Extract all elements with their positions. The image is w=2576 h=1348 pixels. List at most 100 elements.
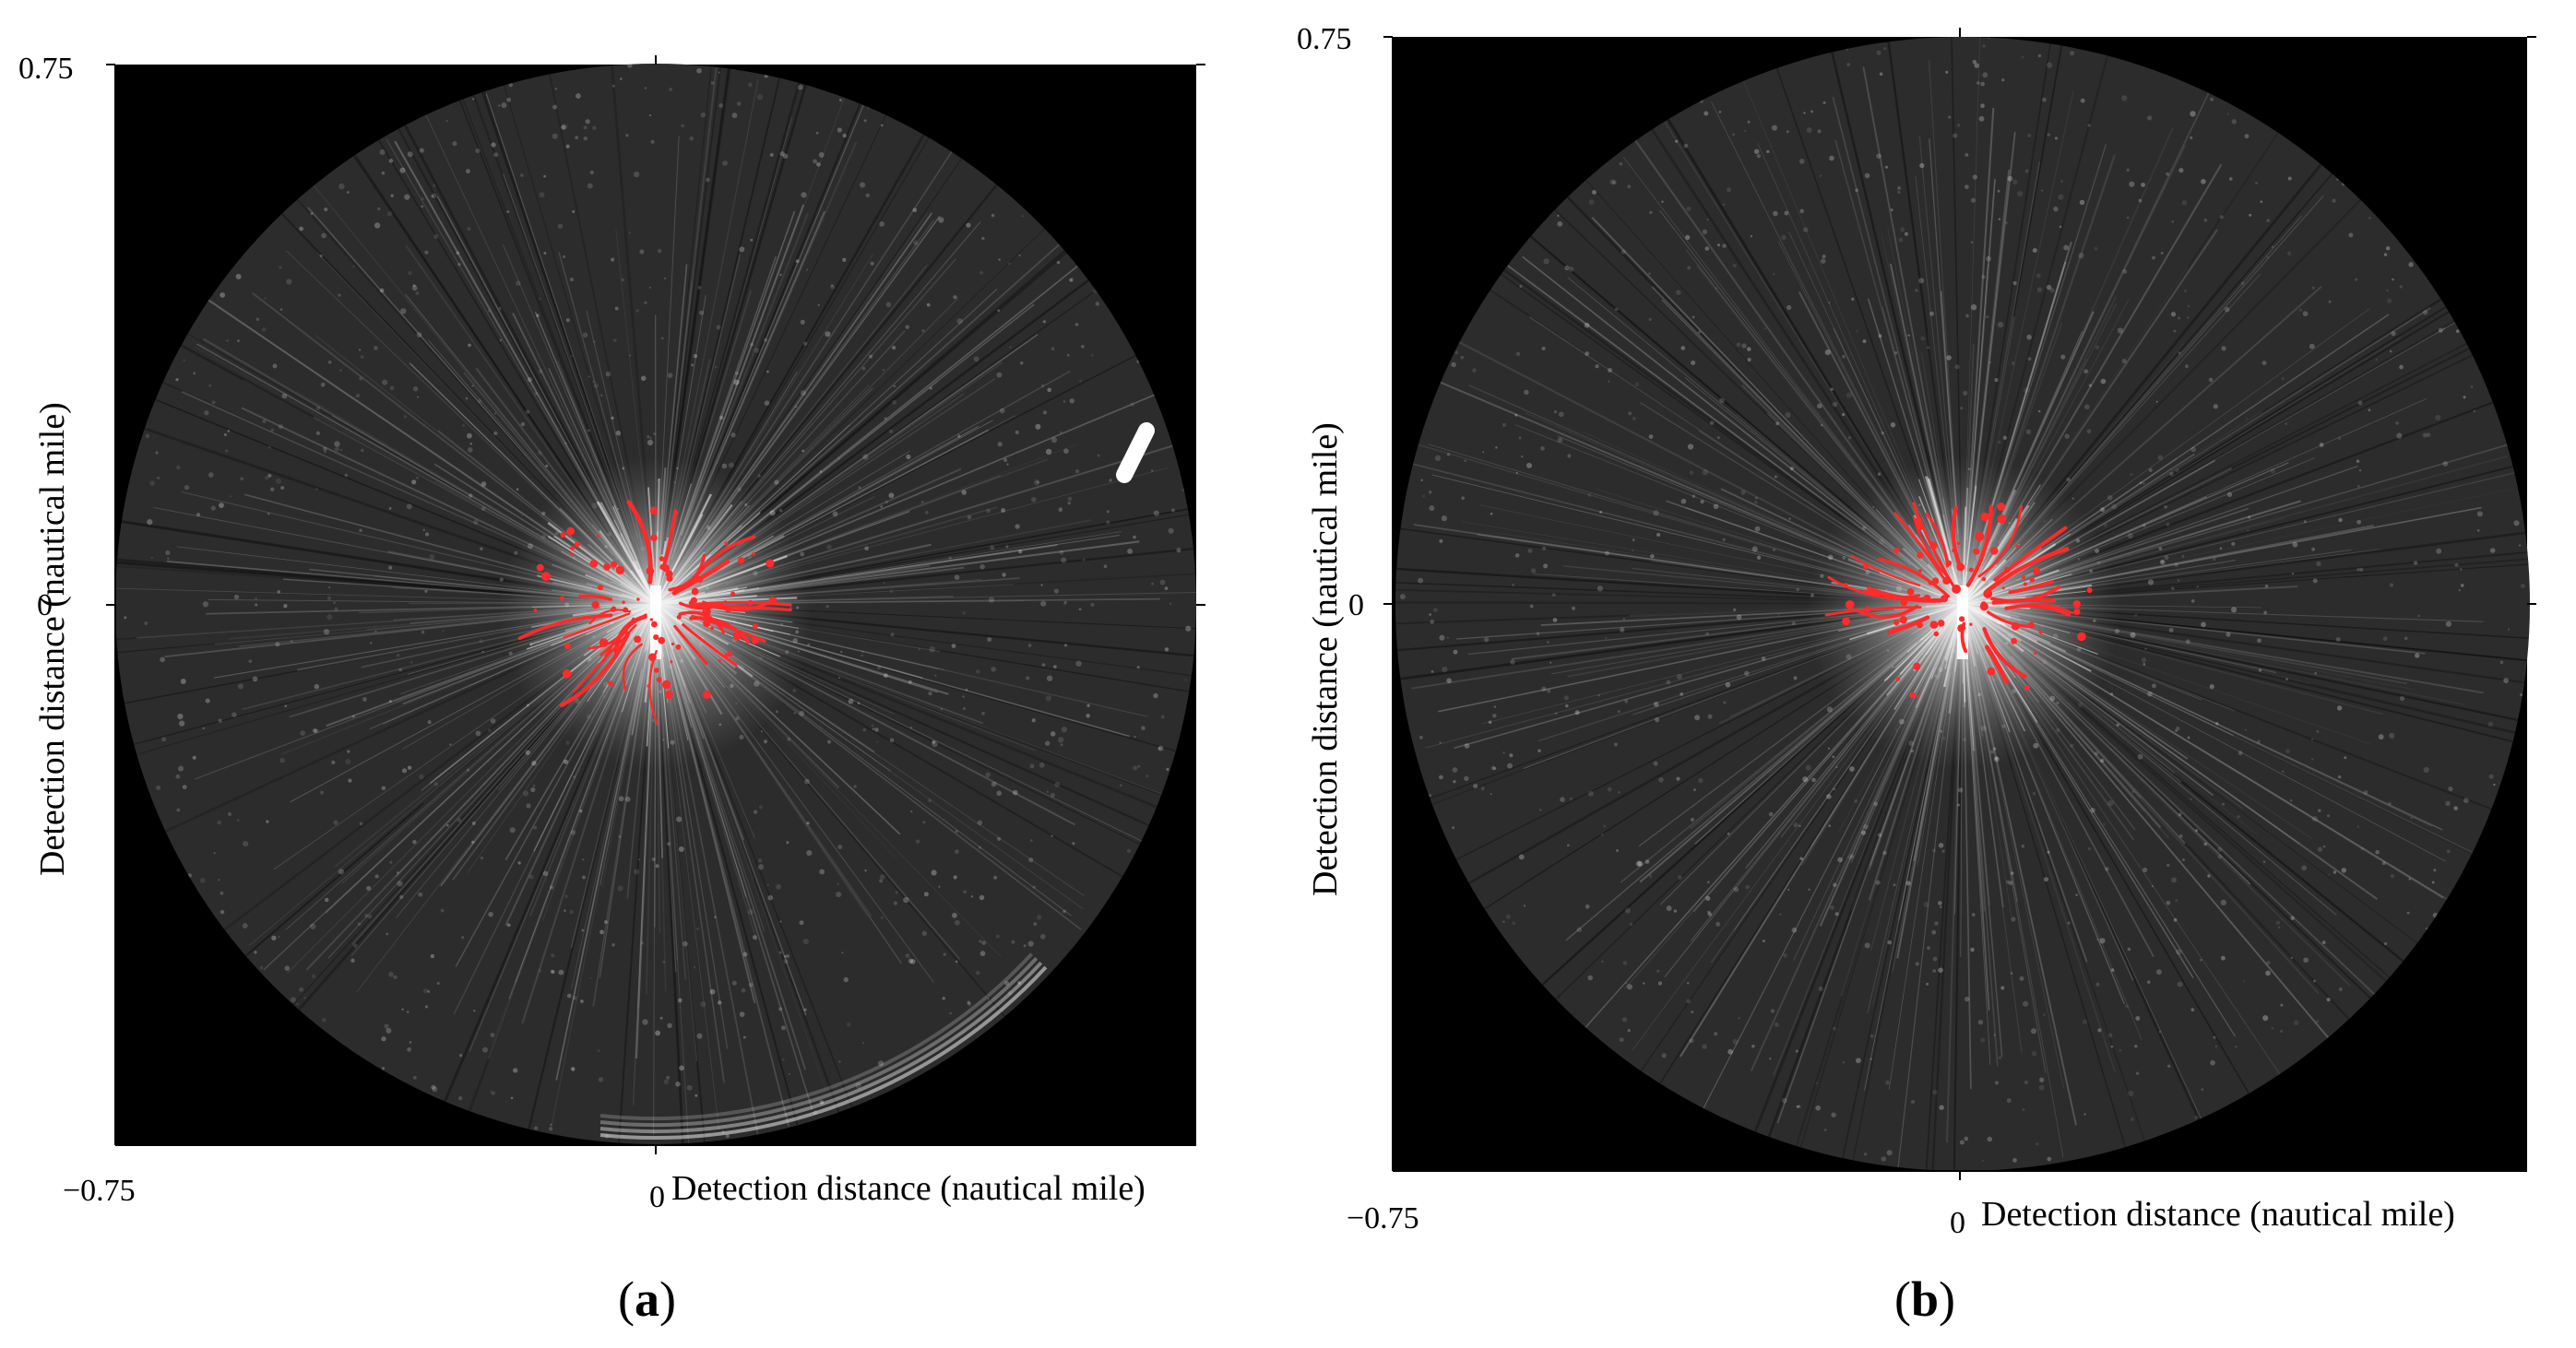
detection-blip [2004,566,2011,573]
detection-blip [2027,621,2035,629]
detection-blip [661,564,671,573]
detection-streak [662,509,678,566]
detection-blip [574,541,580,548]
detection-blip [665,570,673,578]
detection-blip [2024,684,2030,691]
detection-streak [694,600,792,607]
detection-blip [1952,548,1957,553]
radar-panel-b: 0.75 0 −0.75 0 Detection distance (nauti… [1288,0,2576,1348]
detection-streak [1854,604,1919,619]
detection-blip [1917,695,1920,699]
detection-blip [1893,619,1900,626]
detection-streak [1925,512,1950,568]
own-ship-echo [1957,585,1968,659]
detection-blip [675,644,682,650]
detection-streak [673,624,708,666]
x-tick-zero-a: 0 [649,1180,665,1214]
radar-texture [116,64,1196,1144]
detection-streak [1990,585,2061,603]
ring-artifact [599,952,1034,1121]
detection-blip [751,636,759,644]
detection-blip [1937,620,1945,627]
detection-blip [1968,567,1974,573]
detection-blip [670,660,673,664]
detection-blip [1913,662,1921,670]
panel-caption-b: (b) [1894,1271,1956,1327]
detection-blip [724,653,729,657]
detection-blip [603,562,611,571]
bright-target-echo [1116,422,1155,483]
detection-streak [1886,615,1930,635]
y-tick-top-a: 0.75 [18,52,74,86]
detection-blip [1987,667,1996,676]
detection-blip [2034,652,2037,656]
detection-blip [1989,547,1999,555]
detection-blip [622,600,625,604]
detection-blip [2086,587,2093,594]
detection-blip [647,684,650,688]
detection-blip [2038,630,2043,634]
detection-blip [1908,692,1916,699]
x-tick-zero-b: 0 [1950,1206,1965,1240]
detection-blip [2015,544,2020,549]
detection-blip [2029,576,2035,583]
detection-blip [656,677,662,683]
detection-blip [650,534,658,542]
detection-streak [1982,627,2027,679]
detection-blip [1929,541,1938,550]
detection-blip [1940,595,1949,603]
detection-blip [703,620,711,628]
detection-streak [682,623,738,667]
detection-blip [1946,560,1953,566]
detection-streak [1824,606,1922,617]
detection-streak [1985,547,2070,594]
detection-blip [2028,551,2033,556]
detection-blip [2023,582,2027,586]
detection-blip [570,545,575,550]
detection-streak [1984,644,2009,684]
detection-blip [1895,677,1901,681]
detection-blip [724,541,729,546]
detection-blip [695,575,704,583]
detection-blip [1933,631,1940,637]
detection-blip [566,526,576,536]
detection-streak [1850,555,1921,586]
detection-streak [694,535,756,579]
detection-streak [2008,580,2055,595]
panel-caption-a: (a) [618,1271,676,1327]
detection-blip [1917,621,1923,629]
detection-blip [597,534,600,538]
detection-blip [564,643,571,649]
detection-blip [2032,567,2041,575]
detection-blip [752,551,755,556]
detection-blip [752,623,758,630]
x-tick-left-a: −0.75 [63,1174,136,1208]
detection-blip [702,608,711,617]
detection-streak [689,616,751,644]
y-axis-title-a: Detection distance (nautical mile) [33,402,72,876]
detection-blip [634,635,642,644]
detection-streak [691,604,792,612]
detection-blip [599,638,609,647]
detection-blip [1997,514,2007,524]
detection-blip [1892,627,1895,632]
detection-blip [658,636,666,644]
radar-image-b [1383,28,2536,1180]
detection-blip [541,572,552,582]
detection-blip [610,607,616,612]
detection-blip [702,690,711,700]
detection-blip [1917,551,1924,559]
ring-artifact [599,965,1048,1141]
detection-blip [654,668,659,673]
detection-blip [659,556,665,562]
detection-blip [1952,584,1962,594]
detection-blip [766,559,775,568]
detection-streak [622,643,644,692]
x-axis-title-b: Detection distance (nautical mile) [1981,1195,2455,1234]
detection-blip [1980,512,1989,522]
detection-blip [2077,632,2086,642]
radar-panel-a: 0.75 0 −0.75 0 Detection distance (nauti… [18,52,1205,1327]
detection-blip [688,600,695,607]
detection-blip [646,566,655,575]
detection-blip [2011,621,2020,631]
